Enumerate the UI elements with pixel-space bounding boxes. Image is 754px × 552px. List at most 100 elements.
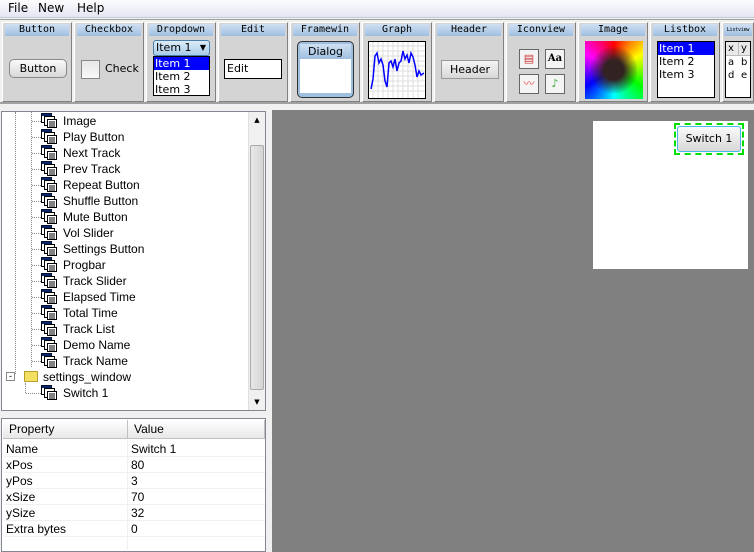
property-name: Name [6, 442, 39, 456]
property-name: xSize [6, 490, 36, 504]
widget-icon [41, 129, 57, 144]
widget-icon [41, 337, 57, 352]
graph-preview [368, 41, 426, 99]
checkbox-box[interactable] [81, 60, 100, 79]
scroll-down-icon[interactable]: ▼ [254, 398, 260, 406]
widget-icon [41, 257, 57, 272]
image-preview [585, 41, 643, 99]
design-canvas[interactable]: Switch 1 [272, 110, 754, 552]
widget-icon [41, 113, 57, 128]
property-row[interactable]: ySize 32 [4, 505, 265, 521]
tree-item-label: Image [63, 114, 97, 128]
switch-selection[interactable]: Switch 1 [674, 123, 744, 155]
property-column-header[interactable]: Property [3, 420, 128, 439]
widget-header[interactable]: Header Header [434, 22, 504, 102]
widget-framewin[interactable]: Framewin Dialog [290, 22, 360, 102]
widget-graph[interactable]: Graph [362, 22, 432, 102]
widget-icon [41, 321, 57, 336]
tree-scrollbar[interactable]: ▲ ▼ [248, 112, 265, 410]
tree-item-label: Demo Name [63, 338, 131, 352]
widget-icon [41, 385, 57, 400]
edit-field[interactable]: Edit [224, 59, 282, 79]
listbox-item[interactable]: Item 2 [659, 55, 695, 68]
widget-header: Framewin [293, 24, 357, 36]
books-icon: ▤ [519, 49, 539, 69]
tree-item-label: Total Time [63, 306, 118, 320]
widget-listbox[interactable]: Listbox Item 1 Item 2 Item 3 [650, 22, 720, 102]
listbox-item[interactable]: Item 3 [659, 68, 695, 81]
widget-icon [41, 177, 57, 192]
widget-header: Dropdown [149, 24, 213, 36]
widget-icon [41, 273, 57, 288]
widget-dropdown[interactable]: Dropdown Item 1 ▼ Item 1 Item 2 Item 3 [146, 22, 216, 102]
scroll-up-icon[interactable]: ▲ [254, 116, 260, 124]
tree-item-label: Switch 1 [63, 386, 109, 400]
property-value[interactable]: 80 [131, 458, 145, 472]
tree-item-label: Repeat Button [63, 178, 140, 192]
widget-icon [41, 225, 57, 240]
tree-folder-label: settings_window [43, 370, 132, 384]
property-row[interactable]: Extra bytes 0 [4, 521, 265, 537]
property-row[interactable]: xPos 80 [4, 457, 265, 473]
property-value[interactable]: Switch 1 [131, 442, 177, 456]
tree-item-label: Shuffle Button [63, 194, 139, 208]
framewin-title: Dialog [300, 44, 351, 59]
scrollbar-thumb[interactable] [250, 145, 264, 390]
widget-checkbox[interactable]: Checkbox Check [74, 22, 144, 102]
property-value[interactable]: 0 [131, 522, 138, 536]
tree-item-label: Settings Button [63, 242, 145, 256]
settings-window-preview[interactable]: Switch 1 [593, 121, 748, 269]
collapse-icon[interactable]: - [6, 372, 15, 381]
widget-button[interactable]: Button Button [2, 22, 72, 102]
property-value[interactable]: 32 [131, 506, 145, 520]
dropdown-option[interactable]: Item 1 [154, 57, 209, 70]
widget-icon [41, 161, 57, 176]
switch-1-button[interactable]: Switch 1 [677, 126, 741, 152]
widget-header-title: Header [437, 24, 501, 36]
graph-icon: 〰 [519, 74, 539, 94]
value-column-header[interactable]: Value [128, 420, 265, 439]
dropdown-option[interactable]: Item 2 [155, 70, 191, 83]
property-row[interactable]: xSize 70 [4, 489, 265, 505]
property-row[interactable]: Name Switch 1 [4, 441, 265, 457]
listview-cell: e [741, 70, 748, 81]
widget-toolbar: Button Button Checkbox Check Dropdown It… [0, 19, 754, 104]
widget-image[interactable]: Image [578, 22, 648, 102]
property-name: Extra bytes [6, 522, 67, 536]
widget-icon [41, 193, 57, 208]
property-value[interactable]: 70 [131, 490, 145, 504]
tree-item-label: Play Button [63, 130, 125, 144]
widget-header: Listbox [653, 24, 717, 36]
listview-cell: b [741, 57, 748, 68]
widget-iconview[interactable]: Iconview ▤ Aa 〰 ♪ [506, 22, 576, 102]
property-value[interactable]: 3 [131, 474, 138, 488]
chevron-down-icon: ▼ [199, 43, 206, 52]
tree-item-label: Track Name [63, 354, 128, 368]
sample-button[interactable]: Button [9, 59, 67, 78]
widget-header: Listview [724, 24, 752, 36]
property-name: ySize [6, 506, 36, 520]
menu-bar: File New Help [0, 0, 754, 18]
listbox-item[interactable]: Item 1 [658, 42, 714, 55]
menu-help[interactable]: Help [77, 1, 105, 15]
widget-icon [41, 209, 57, 224]
menu-new[interactable]: New [38, 1, 65, 15]
music-note-icon: ♪ [545, 74, 565, 94]
dropdown-value: Item 1 [156, 41, 192, 54]
listview-cell: d [728, 70, 735, 81]
dropdown-option[interactable]: Item 3 [155, 83, 191, 96]
listview-column: y [738, 42, 747, 55]
listview-cell: a [728, 57, 735, 68]
dropdown-field[interactable]: Item 1 ▼ [153, 40, 210, 56]
menu-file[interactable]: File [8, 1, 29, 15]
tree-item-label: Prev Track [63, 162, 121, 176]
widget-header: Graph [365, 24, 429, 36]
tree-item-label: Vol Slider [63, 226, 114, 240]
tree-item-label: Track Slider [63, 274, 127, 288]
widget-edit[interactable]: Edit Edit [218, 22, 288, 102]
tree-item-label: Mute Button [63, 210, 128, 224]
property-row[interactable]: yPos 3 [4, 473, 265, 489]
tree-item-label: Progbar [63, 258, 106, 272]
widget-icon [41, 305, 57, 320]
